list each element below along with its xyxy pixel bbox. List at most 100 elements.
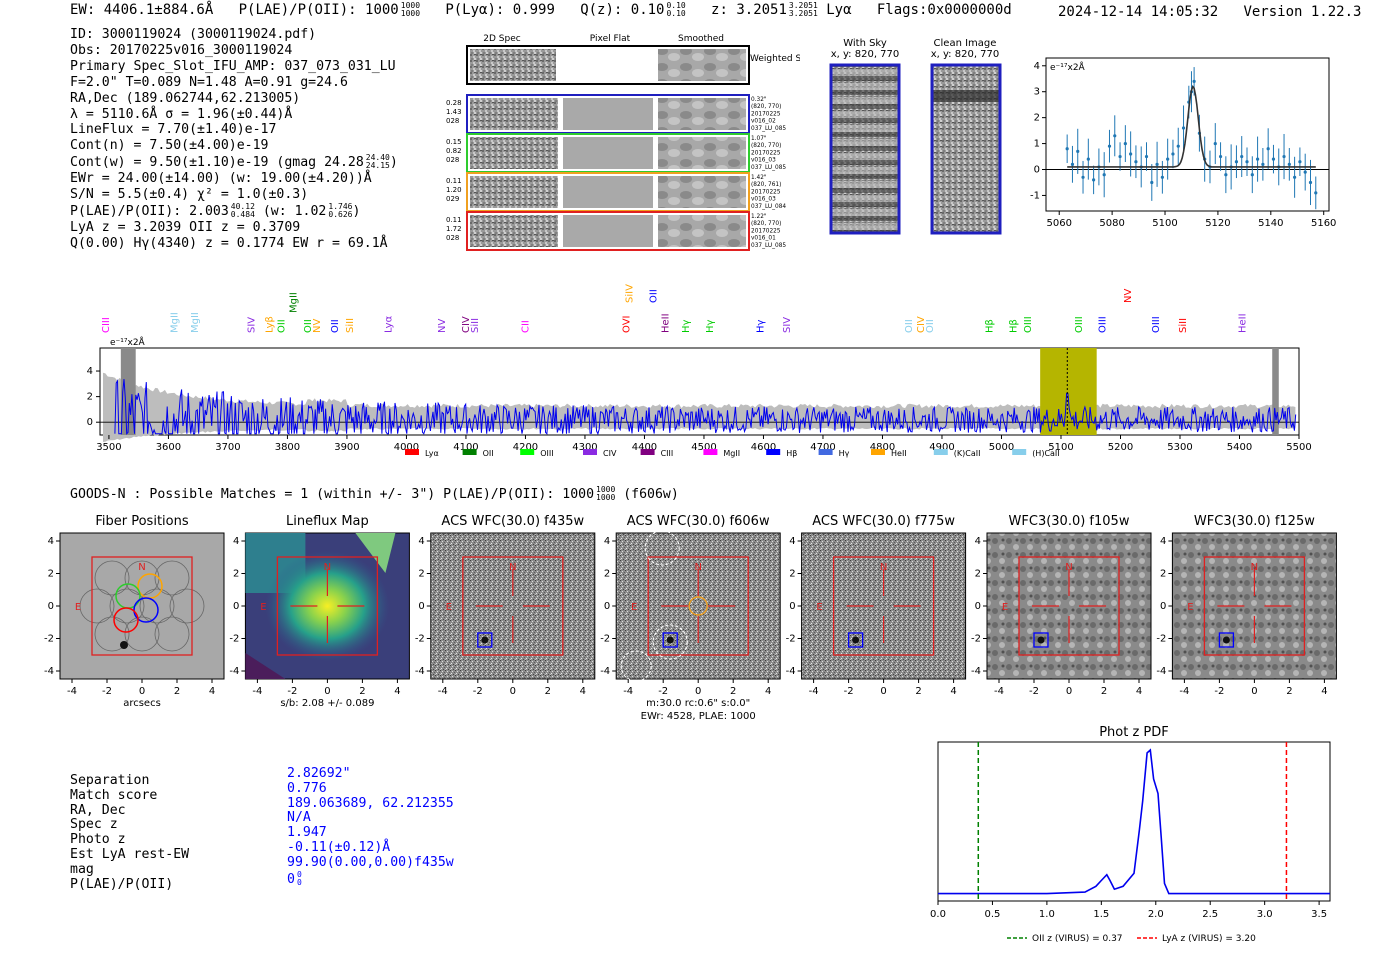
emission-line-label: Hβ bbox=[1008, 319, 1019, 333]
zoom-xtick-label: 5140 bbox=[1258, 218, 1283, 229]
zoom-data-point bbox=[1065, 147, 1069, 151]
emission-line-label: SIV bbox=[782, 317, 793, 333]
cutout-2dspec bbox=[470, 215, 558, 247]
zoom-xtick-label: 5120 bbox=[1205, 218, 1230, 229]
zoom-data-point bbox=[1293, 175, 1297, 179]
header-version: Version 1.22.3 bbox=[1243, 4, 1362, 20]
panel-ytick-label: -2 bbox=[600, 634, 610, 645]
emission-line-label: OIII bbox=[1098, 316, 1109, 333]
match-source bbox=[481, 636, 489, 644]
legend-swatch bbox=[583, 449, 597, 455]
header-summary: EW: 4406.1±884.6Å P(LAE)/P(OII): 1000 100… bbox=[70, 1, 1012, 19]
cutout-row-stat: 1.20 bbox=[446, 186, 462, 194]
fiber-outline bbox=[109, 588, 145, 624]
zoom-ytick-label: 3 bbox=[1034, 87, 1040, 98]
field-source bbox=[120, 641, 128, 649]
cutout-2dspec bbox=[470, 176, 558, 208]
cutout-row-stat: 028 bbox=[446, 156, 459, 164]
legend-label: MgII bbox=[723, 449, 740, 458]
panel-image bbox=[59, 532, 225, 680]
zoom-data-point bbox=[1070, 162, 1075, 166]
emission-line-label: Lyβ bbox=[265, 316, 276, 333]
panel-xtick-label: 4 bbox=[1321, 686, 1327, 697]
emission-line-label: Hγ bbox=[681, 319, 692, 333]
match-table-value: 99.90(0.00,0.00)f435w bbox=[287, 854, 454, 870]
cutout-smoothed bbox=[658, 176, 746, 208]
aperture-box bbox=[1203, 556, 1306, 656]
panel-image bbox=[430, 532, 596, 680]
panel-ytick-label: 0 bbox=[233, 601, 239, 612]
cutout-header-flat: Pixel Flat bbox=[590, 34, 631, 44]
panel-ytick-label: 4 bbox=[604, 536, 610, 547]
emission-line-label: OII bbox=[303, 319, 314, 333]
spectrum-xtick-label: 4900 bbox=[929, 442, 954, 453]
cutout-grid: 2D Spec Pixel Flat Smoothed Weighted Sum… bbox=[446, 34, 800, 251]
match-table-value: 1.947 bbox=[287, 825, 327, 841]
zoom-data-point bbox=[1224, 173, 1228, 177]
panel-ytick-label: -4 bbox=[1156, 666, 1166, 677]
info-radec: RA,Dec (189.062744,62.213005) bbox=[70, 90, 301, 106]
photz-xtick-label: 0.5 bbox=[984, 909, 1000, 920]
cutout-row-meta: 20170225 bbox=[751, 150, 781, 156]
info-sn: S/N = 5.5(±0.4) χ² = 1.0(±0.3) bbox=[70, 187, 309, 203]
spectrum-xtick-label: 3600 bbox=[156, 442, 181, 453]
compass-north: N bbox=[694, 562, 701, 573]
panel-title: Lineflux Map bbox=[286, 514, 369, 529]
spectrum-xtick-label: 3700 bbox=[215, 442, 240, 453]
cutout-row-stat: 028 bbox=[446, 117, 459, 125]
info-primary: Primary Spec_Slot_IFU_AMP: 037_073_031_L… bbox=[70, 58, 396, 74]
zoom-data-point bbox=[1123, 141, 1127, 146]
match-table-labels: Separation Match score RA, Dec Spec z Photo … bbox=[70, 773, 189, 892]
aperture-box bbox=[91, 556, 193, 656]
panel-xtick-label: 4 bbox=[209, 686, 215, 697]
match-source bbox=[1222, 636, 1230, 644]
cutout-row-meta: 20170225 bbox=[751, 189, 781, 195]
zoom-data-point bbox=[1308, 180, 1313, 185]
cutout-flat bbox=[563, 215, 653, 247]
zoom-frame bbox=[1045, 57, 1330, 212]
panel-xtick-label: 2 bbox=[359, 686, 365, 697]
match-table-label: Separation bbox=[70, 773, 150, 788]
fiber-highlight bbox=[133, 597, 159, 623]
legend-swatch bbox=[818, 449, 833, 455]
emission-line-label: MgII bbox=[288, 292, 299, 313]
legend-label: Hβ bbox=[786, 449, 797, 458]
header-qz-hi: 0.10 bbox=[666, 1, 686, 10]
photz-xtick-label: 1.0 bbox=[1039, 909, 1055, 920]
legend-oii: OII z (VIRUS) = 0.37 bbox=[1032, 934, 1123, 944]
zoom-data-point bbox=[1107, 144, 1112, 148]
sky-images bbox=[829, 63, 1002, 235]
panel-ytick-label: 2 bbox=[1160, 569, 1166, 580]
fiber-outline bbox=[139, 588, 175, 624]
cutout-flat bbox=[563, 176, 653, 208]
panel-image bbox=[615, 532, 781, 680]
spectrum-legend: Lyα OII OIII CIV CIII MgII Hβ Hγ HeII (K)CaII (H)C… bbox=[405, 449, 1060, 458]
panel-xtick-label: -2 bbox=[1029, 686, 1039, 697]
zoom-data-point bbox=[1234, 160, 1239, 164]
panel-ytick-label: -2 bbox=[1156, 634, 1166, 645]
spectrum-xtick-label: 5200 bbox=[1108, 442, 1133, 453]
compass-east: E bbox=[260, 602, 266, 613]
panel-ytick-label: -4 bbox=[415, 666, 425, 677]
photz-xtick-label: 3.0 bbox=[1257, 909, 1273, 920]
cutout-smoothed bbox=[658, 98, 746, 130]
panel-ytick-label: 4 bbox=[48, 536, 54, 547]
spectrum-xtick-label: 4100 bbox=[453, 442, 478, 453]
cutout-row-stat: 1.72 bbox=[446, 225, 462, 233]
zoom-unit-label: e⁻¹⁷x2Å bbox=[1050, 61, 1086, 73]
spectrum-error-envelope bbox=[102, 372, 1296, 423]
cutout-row-meta: (820, 761) bbox=[751, 182, 781, 188]
emission-line-label: SiII bbox=[1178, 318, 1189, 333]
panel-ytick-label: 2 bbox=[233, 569, 239, 580]
header-version-info: 2024-12-14 14:05:32 Version 1.22.3 bbox=[1058, 4, 1361, 20]
info-lambda: λ = 5110.6Å σ = 1.96(±0.44)Å bbox=[70, 106, 293, 122]
match-source bbox=[666, 636, 674, 644]
spectrum-flux-line bbox=[114, 379, 1297, 436]
zoom-data-point bbox=[1118, 154, 1122, 159]
emission-line-label: SiII bbox=[470, 318, 481, 333]
cutout-row-meta: 037_LU_085 bbox=[751, 165, 786, 171]
legend-lya: LyA z (VIRUS) = 3.20 bbox=[1162, 934, 1256, 944]
panel-xtick-label: -4 bbox=[1179, 686, 1189, 697]
panel-xtick-label: -4 bbox=[809, 686, 819, 697]
header-timestamp: 2024-12-14 14:05:32 bbox=[1058, 4, 1219, 20]
